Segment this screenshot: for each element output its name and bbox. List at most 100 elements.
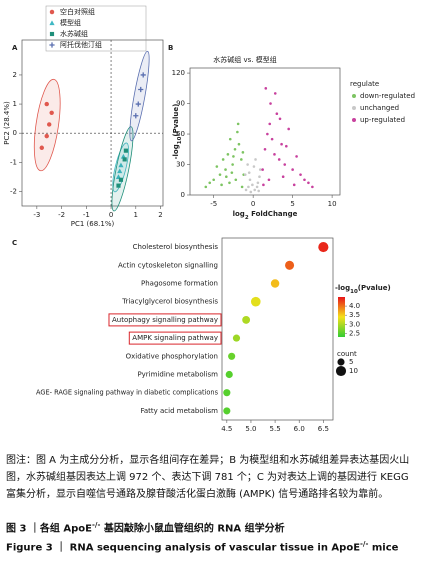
x-tick-label: 5.0	[245, 425, 256, 433]
point	[247, 171, 251, 174]
x-tick-label: -3	[33, 211, 40, 219]
category-label: Oxidative phosphorylation	[126, 352, 218, 360]
point	[280, 142, 283, 146]
point	[285, 144, 288, 148]
category-label: Fatty acid metabolism	[140, 407, 218, 415]
x-axis-label: PC1 (68.1%)	[71, 220, 115, 228]
point	[49, 110, 54, 116]
x-axis-label: log2 FoldChange	[233, 210, 298, 221]
point	[246, 163, 249, 166]
point	[261, 168, 264, 171]
legend-box	[45, 5, 147, 52]
x-tick-label: -5	[210, 200, 217, 208]
category-label: Phagosome formation	[141, 280, 218, 288]
point	[243, 173, 247, 176]
y-axis-label-part: (Pvalue)	[172, 104, 180, 137]
point	[204, 185, 208, 189]
caption-title-en: Figure 3 ｜ RNA sequencing analysis of va…	[6, 536, 416, 556]
point	[117, 168, 123, 174]
legend-label: unchanged	[360, 104, 399, 112]
point	[253, 188, 257, 192]
x-tick-label: 1	[134, 211, 138, 219]
point	[270, 137, 274, 141]
bubble	[242, 315, 251, 324]
bubble	[228, 352, 236, 360]
point	[240, 158, 243, 161]
y-tick-label: 1	[13, 100, 17, 108]
point	[230, 171, 234, 174]
group-ellipse	[129, 50, 150, 142]
legend-label: up-regulated	[360, 116, 405, 124]
colorbar-title-part: -log	[335, 284, 350, 292]
size-legend-marker	[337, 358, 345, 366]
legend-label: 水苏碱组	[60, 29, 88, 38]
point	[224, 168, 227, 171]
point	[295, 155, 298, 158]
category-label: Autophagy signalling pathway	[112, 316, 218, 324]
bubble	[225, 370, 233, 379]
point	[258, 175, 261, 179]
bubble	[318, 242, 329, 253]
point	[248, 178, 252, 182]
category-label: Triacylglycerol biosynthesis	[121, 298, 218, 306]
x-tick-label: 2	[158, 211, 162, 219]
point	[281, 175, 285, 179]
x-axis-label-part: log	[233, 210, 245, 218]
point	[116, 183, 121, 188]
point	[299, 173, 302, 176]
point	[291, 168, 294, 171]
highlight-box	[128, 331, 222, 345]
t: 基因敲除小鼠血管组织的 RNA 组学分析	[100, 523, 285, 535]
point	[220, 183, 223, 187]
legend-marker	[49, 31, 55, 37]
category-label: Actin cytoskeleton signalling	[118, 261, 218, 269]
point	[133, 113, 139, 119]
point	[247, 185, 250, 189]
colorbar-title: -log10(Pvalue)	[335, 284, 391, 295]
size-legend-title: count	[337, 350, 357, 358]
point	[263, 147, 267, 151]
colorbar-title-part: 10	[350, 289, 358, 295]
point	[236, 130, 239, 134]
point	[278, 117, 282, 121]
legend-marker	[49, 42, 55, 48]
point	[267, 178, 271, 182]
point	[257, 189, 260, 193]
y-tick-label: -1	[10, 158, 17, 166]
point	[212, 178, 215, 182]
point	[138, 86, 144, 93]
x-tick-label: 6.5	[318, 425, 329, 433]
point	[303, 178, 306, 182]
point	[275, 112, 279, 116]
point	[249, 190, 253, 194]
x-tick-label: 5	[290, 200, 294, 208]
size-legend-marker	[335, 365, 347, 377]
y-tick-label: 0	[13, 129, 17, 137]
point	[231, 163, 234, 166]
point	[273, 92, 277, 95]
colorbar	[338, 297, 345, 337]
panel-label: C	[12, 239, 17, 247]
point	[240, 185, 244, 189]
point	[287, 127, 290, 131]
t: 图 3 ｜各组 ApoE	[6, 523, 93, 535]
x-tick-label: -2	[58, 211, 65, 219]
point	[118, 177, 124, 182]
point	[264, 87, 268, 90]
point	[44, 101, 49, 107]
t: -/-	[360, 540, 369, 548]
point	[252, 165, 256, 168]
plot-frame	[21, 39, 164, 207]
legend-label: 空白对照组	[60, 7, 95, 16]
y-tick-label: 30	[176, 161, 185, 169]
point	[226, 153, 230, 156]
y-axis-label-part: -log	[172, 144, 180, 159]
size-legend-label: 5	[349, 358, 353, 366]
x-tick-label: 10	[328, 200, 337, 208]
point	[228, 137, 232, 141]
x-axis-label-part: FoldChange	[249, 210, 298, 218]
y-tick-label: 60	[176, 130, 185, 138]
point	[140, 72, 146, 78]
colorbar-tick-label: 3.5	[349, 311, 360, 319]
